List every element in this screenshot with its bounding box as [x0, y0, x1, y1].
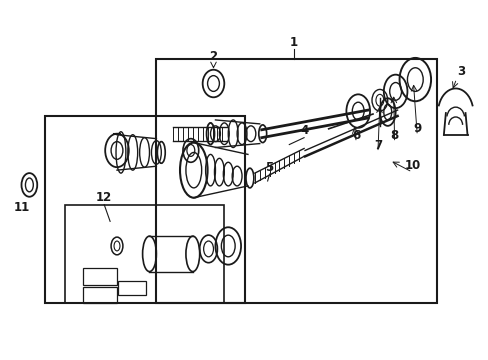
Bar — [65, 204, 224, 303]
Bar — [82, 287, 117, 303]
Text: 4: 4 — [299, 124, 307, 137]
Text: 5: 5 — [265, 161, 273, 174]
Bar — [45, 116, 244, 303]
Bar — [156, 59, 436, 303]
Text: 3: 3 — [457, 65, 465, 78]
Text: 1: 1 — [289, 36, 298, 49]
Bar — [82, 267, 117, 285]
Text: 9: 9 — [412, 122, 421, 135]
Bar — [118, 282, 145, 295]
Text: 11: 11 — [13, 201, 30, 214]
Text: 12: 12 — [96, 191, 112, 204]
Text: 6: 6 — [351, 129, 360, 142]
Text: 2: 2 — [209, 50, 217, 63]
Text: 7: 7 — [373, 139, 381, 152]
Text: 8: 8 — [390, 129, 398, 142]
Text: 10: 10 — [404, 159, 420, 172]
